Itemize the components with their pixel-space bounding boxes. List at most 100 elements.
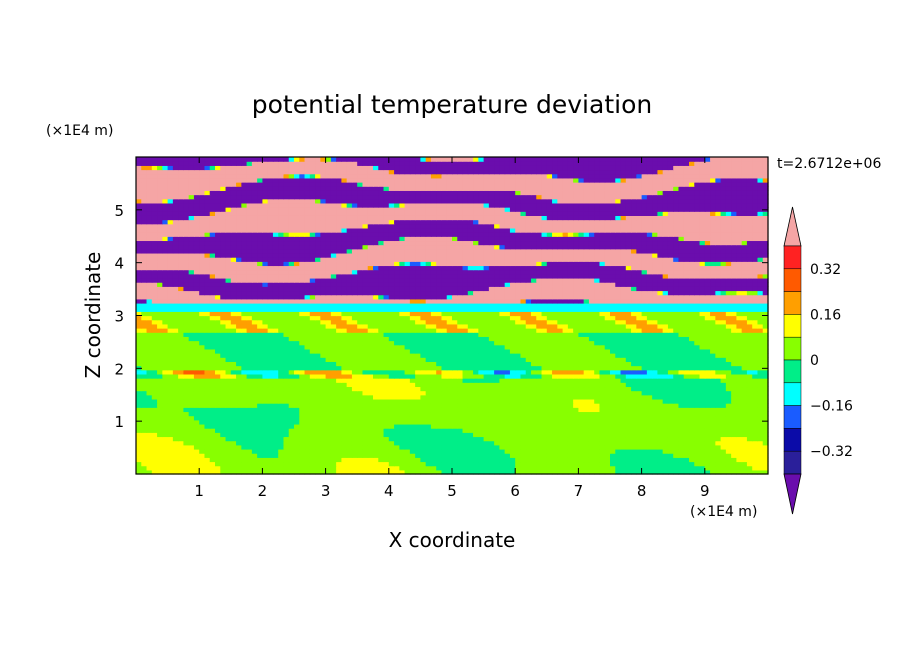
field-cell	[494, 411, 500, 417]
field-cell	[151, 353, 158, 358]
field-cell	[251, 407, 258, 413]
field-cell	[499, 302, 506, 308]
field-cell	[525, 323, 532, 329]
field-cell	[515, 373, 522, 379]
field-cell	[151, 436, 158, 442]
field-cell	[420, 323, 427, 329]
field-cell	[193, 394, 200, 400]
field-cell	[230, 328, 237, 333]
field-cell	[193, 457, 200, 463]
field-cell	[257, 386, 263, 392]
field-cell	[236, 436, 242, 442]
field-cell	[272, 332, 279, 337]
field-cell	[257, 315, 263, 321]
field-cell	[262, 328, 269, 333]
field-cell	[357, 432, 364, 438]
field-cell	[689, 407, 695, 413]
field-cell	[236, 332, 242, 337]
field-cell	[167, 461, 174, 467]
field-cell	[309, 319, 316, 325]
field-cell	[483, 419, 490, 425]
field-cell	[683, 344, 690, 350]
field-cell	[278, 315, 285, 321]
field-cell	[172, 328, 179, 333]
field-cell	[757, 357, 764, 362]
field-cell	[710, 336, 716, 342]
field-cell	[220, 440, 227, 446]
field-cell	[304, 398, 311, 404]
field-cell	[678, 361, 685, 367]
field-cell	[325, 348, 332, 354]
field-cell	[604, 328, 611, 333]
field-cell	[725, 423, 732, 429]
field-cell	[446, 407, 453, 413]
field-cell	[615, 340, 622, 346]
field-cell	[367, 398, 374, 404]
field-cell	[236, 382, 242, 388]
field-cell	[394, 469, 400, 475]
field-cell	[283, 340, 290, 346]
field-cell	[283, 465, 290, 471]
field-cell	[757, 365, 764, 371]
field-cell	[715, 373, 722, 379]
field-cell	[662, 453, 669, 458]
field-cell	[641, 428, 648, 433]
field-cell	[678, 328, 685, 333]
field-cell	[404, 432, 411, 438]
field-cell	[594, 453, 601, 458]
field-cell	[715, 311, 722, 317]
field-cell	[478, 340, 485, 346]
field-cell	[625, 340, 632, 346]
field-cell	[499, 323, 506, 329]
field-cell	[573, 448, 579, 454]
field-cell	[641, 336, 648, 342]
field-cell	[620, 373, 627, 379]
field-cell	[583, 361, 590, 367]
field-cell	[399, 382, 406, 388]
field-cell	[373, 340, 379, 346]
field-cell	[288, 457, 295, 463]
field-cell	[262, 386, 269, 392]
field-cell	[667, 411, 674, 417]
field-cell	[462, 448, 469, 454]
field-cell	[409, 465, 416, 471]
field-cell	[657, 323, 664, 329]
field-cell	[441, 423, 448, 429]
field-cell	[178, 353, 184, 358]
field-cell	[641, 369, 648, 375]
field-cell	[441, 461, 448, 467]
field-cell	[594, 461, 601, 467]
field-cell	[346, 382, 353, 388]
field-cell	[220, 319, 227, 325]
field-cell	[330, 394, 337, 400]
field-cell	[330, 315, 337, 321]
field-cell	[346, 353, 353, 358]
field-cell	[304, 440, 311, 446]
field-cell	[246, 361, 253, 367]
field-cell	[383, 415, 390, 421]
field-cell	[762, 453, 769, 458]
field-cell	[562, 444, 569, 450]
field-cell	[631, 365, 637, 371]
field-cell	[309, 390, 316, 396]
field-cell	[446, 469, 453, 475]
field-cell	[267, 344, 274, 350]
field-cell	[420, 444, 427, 450]
field-cell	[578, 407, 585, 413]
field-cell	[346, 307, 353, 312]
field-cell	[588, 440, 595, 446]
field-cell	[341, 373, 348, 379]
field-cell	[588, 419, 595, 425]
field-cell	[425, 440, 432, 446]
field-cell	[272, 315, 279, 321]
field-cell	[230, 423, 237, 429]
field-cell	[636, 365, 643, 371]
field-cell	[283, 369, 290, 375]
field-cell	[188, 448, 195, 454]
field-cell	[257, 348, 263, 354]
field-cell	[204, 423, 211, 429]
field-cell	[652, 394, 658, 400]
field-cell	[678, 461, 685, 467]
field-cell	[594, 419, 601, 425]
field-cell	[294, 361, 300, 367]
